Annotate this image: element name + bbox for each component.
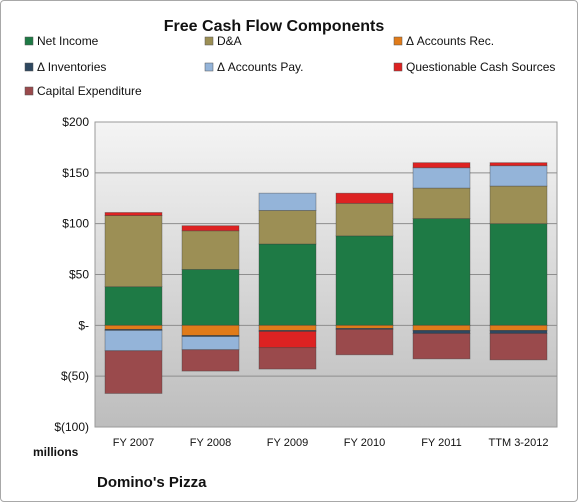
bar-segment-net-income [412, 218, 471, 326]
bars [104, 162, 548, 394]
y-tick-label: $(50) [61, 369, 89, 383]
legend-swatch [393, 62, 403, 72]
legend-swatch [204, 36, 214, 46]
bar-segment-questionable-cash-sources [181, 225, 240, 232]
legend-swatch [393, 36, 403, 46]
legend-item-capital-expenditure: Capital Expenditure [24, 84, 142, 98]
chart-title: Free Cash Flow Components [164, 18, 385, 35]
legend-label: D&A [217, 34, 242, 48]
legend-label: Questionable Cash Sources [406, 60, 555, 74]
y-tick-label: $200 [62, 115, 89, 129]
x-tick-label: FY 2007 [113, 437, 154, 449]
legend-label: Δ Inventories [37, 60, 106, 74]
bar-segment-capital-expenditure [489, 333, 548, 361]
bar-segment-net-income [181, 269, 240, 326]
legend-swatch [24, 36, 34, 46]
bar-segment-delta-accounts-rec [489, 324, 548, 331]
bar-segment-delta-accounts-rec [258, 324, 317, 331]
bar-segment-danda [489, 185, 548, 225]
company-name: Domino's Pizza [97, 474, 207, 491]
legend-label: Δ Accounts Pay. [217, 60, 304, 74]
y-tick-label: $100 [62, 217, 89, 231]
legend-swatch [204, 62, 214, 72]
legend-label: Net Income [37, 34, 99, 48]
legend-item-net-income: Net Income [24, 34, 99, 48]
bar-segment-capital-expenditure [335, 328, 394, 356]
y-tick-label: $150 [62, 166, 89, 180]
legend-item-delta-accounts-pay: Δ Accounts Pay. [204, 60, 304, 74]
bar-segment-questionable-cash-sources [335, 192, 394, 204]
bar-segment-questionable-cash-sources [412, 162, 471, 169]
bar-segment-delta-accounts-rec [335, 324, 394, 329]
bar-segment-capital-expenditure [412, 333, 471, 360]
bar-segment-net-income [104, 286, 163, 326]
bar-segment-danda [335, 202, 394, 237]
bar-segment-delta-accounts-rec [181, 324, 240, 336]
x-tick-label: TTM 3-2012 [489, 437, 549, 449]
bar-segment-delta-accounts-pay [181, 336, 240, 351]
bar-segment-danda [181, 230, 240, 270]
bar-segment-delta-accounts-rec [104, 324, 163, 330]
bar-segment-danda [412, 187, 471, 219]
bar-segment-delta-inventories [412, 330, 471, 334]
legend-item-delta-accounts-rec: Δ Accounts Rec. [393, 34, 494, 48]
y-tick-label: $(100) [54, 420, 89, 434]
x-tick-label: FY 2011 [421, 437, 462, 449]
legend: Net Income D&A Δ Accounts Rec. Δ Inventorie… [24, 34, 555, 98]
legend-swatch [24, 62, 34, 72]
unit-label: millions [33, 445, 79, 459]
legend-item-questionable-cash-sources: Questionable Cash Sources [393, 60, 555, 74]
bar-segment-delta-accounts-pay [258, 192, 317, 211]
bar-segment-delta-accounts-rec [412, 324, 471, 331]
bar-segment-net-income [335, 235, 394, 326]
bar-segment-capital-expenditure [104, 350, 163, 394]
bar-segment-net-income [258, 243, 317, 326]
bar-segment-delta-inventories [489, 330, 548, 334]
bar-segment-delta-accounts-pay [104, 330, 163, 352]
bar-segment-capital-expenditure [181, 349, 240, 372]
x-tick-label: FY 2010 [344, 437, 385, 449]
x-tick-label: FY 2009 [267, 437, 308, 449]
bar-segment-questionable-cash-sources [258, 331, 317, 349]
gridlines [95, 172, 557, 377]
bar-segment-delta-accounts-pay [489, 165, 548, 187]
bar-segment-questionable-cash-sources [104, 212, 163, 216]
x-tick-label: FY 2008 [190, 437, 231, 449]
bar-segment-danda [258, 210, 317, 245]
bar-segment-capital-expenditure [258, 347, 317, 370]
bar-segment-questionable-cash-sources [489, 162, 548, 167]
y-axis: $200 $150 $100 $50 $- $(50) $(100) [54, 115, 89, 434]
legend-label: Capital Expenditure [37, 84, 142, 98]
bar-segment-danda [104, 215, 163, 288]
y-tick-label: $50 [69, 268, 89, 282]
legend-item-delta-inventories: Δ Inventories [24, 60, 106, 74]
bar-segment-delta-accounts-pay [412, 167, 471, 189]
legend-swatch [24, 86, 34, 96]
bar-segment-net-income [489, 223, 548, 326]
legend-label: Δ Accounts Rec. [406, 34, 494, 48]
y-tick-label: $- [78, 318, 89, 332]
legend-item-danda: D&A [204, 34, 242, 48]
x-axis: FY 2007 FY 2008 FY 2009 FY 2010 FY 2011 TTM 3… [113, 437, 549, 449]
